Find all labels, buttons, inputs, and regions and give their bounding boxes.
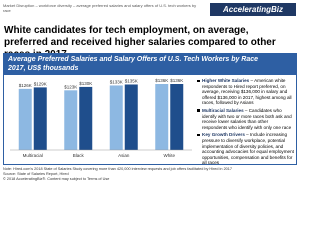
value-label: $135K <box>125 78 138 83</box>
value-label: $126K <box>19 83 32 88</box>
bullet-text: – Include increasing pressure to diversi… <box>202 132 294 166</box>
value-label: $130K <box>79 81 92 86</box>
slide: Market Disruption – workforce diversity … <box>3 3 297 182</box>
bar <box>18 88 32 150</box>
header-text: Market Disruption – workforce diversity … <box>3 3 197 13</box>
x-tick-label: Black <box>73 153 85 158</box>
bullet-heading: Multiracial Salaries <box>202 107 244 113</box>
chart-header <box>3 53 297 75</box>
bar <box>33 87 47 150</box>
chart-title-block: Average Preferred Salaries and Salary Of… <box>8 55 292 73</box>
bullet: Multiracial Salaries – Candidates who id… <box>197 108 294 130</box>
bullet: Higher White Salaries – American white r… <box>197 78 294 106</box>
bullet: Key Growth Drivers – Include increasing … <box>197 132 294 166</box>
bullet-heading: Key Growth Drivers <box>202 132 245 138</box>
logo: AcceleratingBiz <box>210 3 296 16</box>
value-label: $133K <box>110 79 123 84</box>
bar <box>155 84 169 150</box>
bar <box>170 84 184 150</box>
value-label: $123K <box>64 84 77 89</box>
x-tick-label: Asian <box>118 153 130 158</box>
bullets: Higher White Salaries – American white r… <box>197 78 294 168</box>
bar <box>64 90 78 150</box>
bar <box>109 85 123 150</box>
value-label: $129K <box>34 81 47 86</box>
bullet-text: – Candidates who identify with two or mo… <box>202 107 292 130</box>
bullet-text: – American white respondents to Hired re… <box>202 78 292 106</box>
footer-line: Note: Hired.com's 2018 State of Salaries… <box>3 167 233 171</box>
value-label: $136K <box>155 78 168 83</box>
chart-subtitle: 2017, US$ thousands <box>8 65 79 72</box>
bar <box>79 86 93 150</box>
bullet-heading: Higher White Salaries <box>202 78 250 83</box>
chart: Multiracial $126K $129K Black $123K$130K Asia… <box>10 78 192 158</box>
value-label: $136K <box>170 78 183 83</box>
footer-line: © 2018 AcceleratingBiz®. Content may sub… <box>3 177 110 181</box>
footer: Note: Hired.com's 2018 State of Salaries… <box>3 167 297 182</box>
chart-title: Average Preferred Salaries and Salary Of… <box>8 56 259 63</box>
bar <box>124 84 138 150</box>
footer-line: Source: State of Salaries Report, Hired <box>3 172 69 176</box>
x-tick-label: Multiracial <box>23 153 43 158</box>
x-tick-label: White <box>163 153 175 158</box>
